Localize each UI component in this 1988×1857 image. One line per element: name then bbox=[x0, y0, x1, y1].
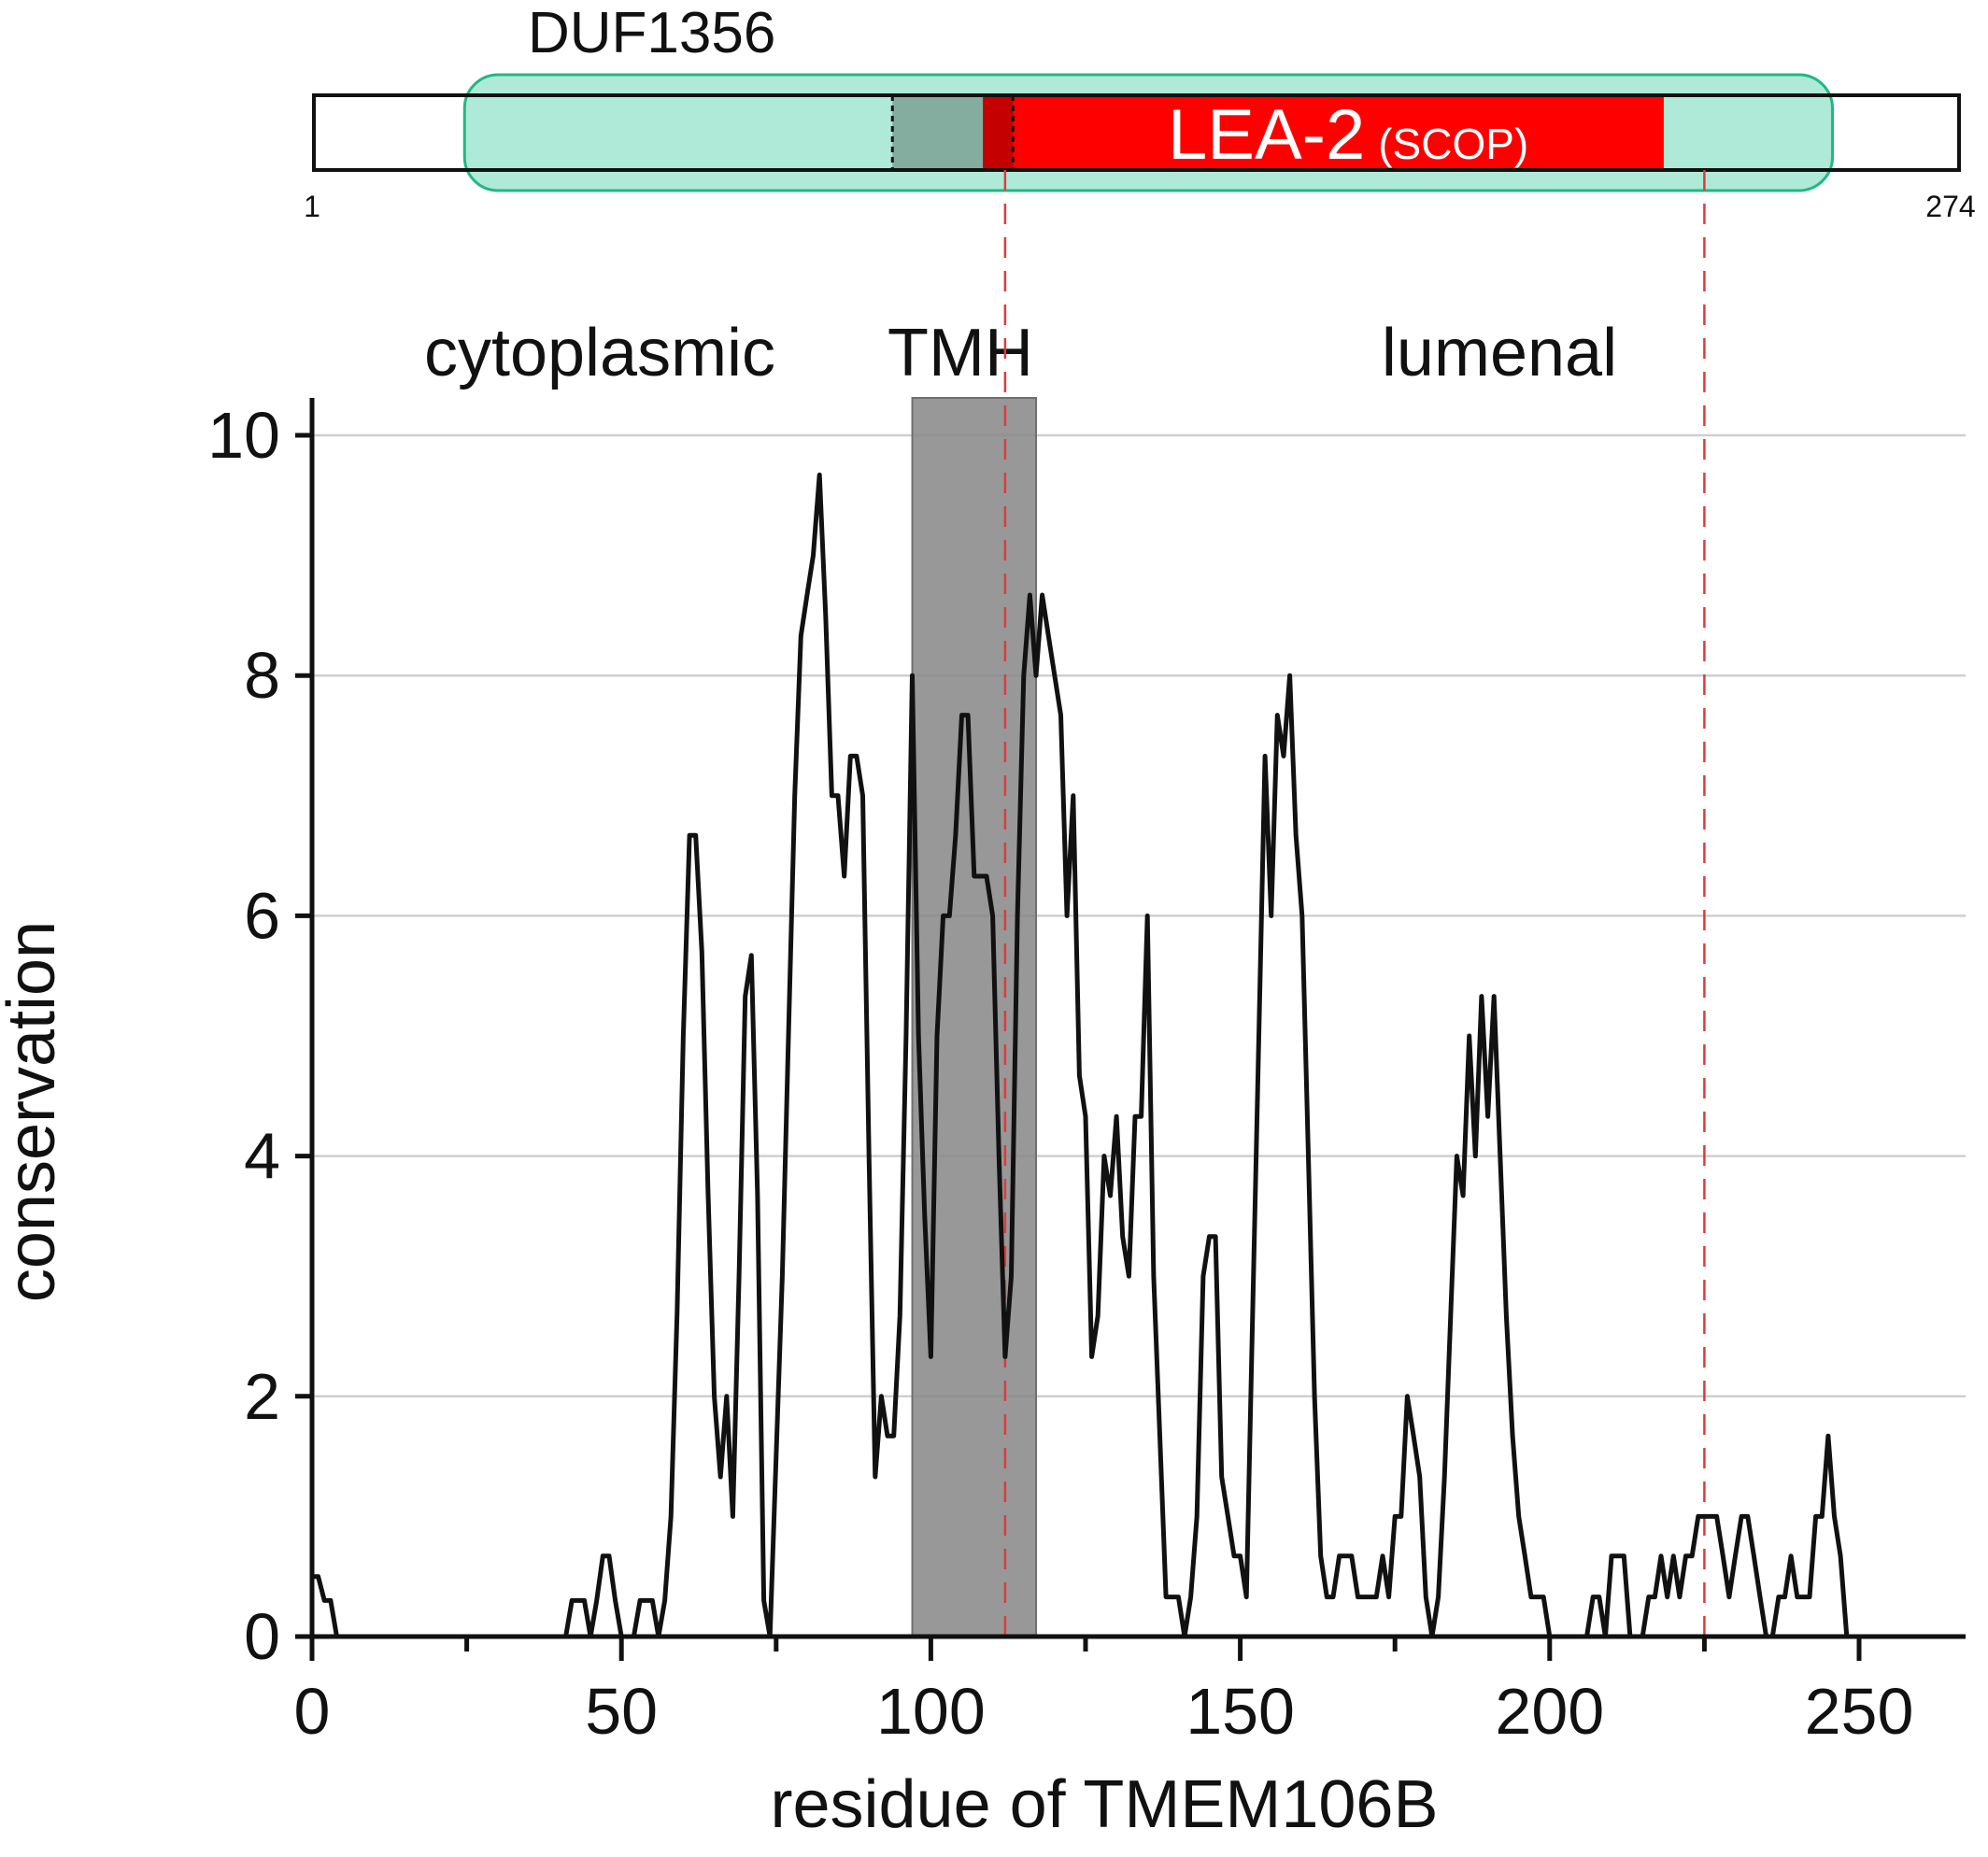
x-tick-label-250: 250 bbox=[1805, 1675, 1914, 1748]
domain-boundary-lines bbox=[1003, 170, 1706, 1637]
x-tick-label-100: 100 bbox=[876, 1675, 986, 1748]
x-tick-label-200: 200 bbox=[1495, 1675, 1604, 1748]
gridlines bbox=[312, 433, 1966, 1398]
x-tick-label-50: 50 bbox=[585, 1675, 658, 1748]
y-tick-label-0: 0 bbox=[244, 1600, 280, 1673]
plot-area: 0 2 4 6 8 10 0 50 100 150 200 250 bbox=[207, 170, 1966, 1748]
lea2-source: (SCOP) bbox=[1378, 120, 1528, 168]
y-ticks: 0 2 4 6 8 10 bbox=[207, 399, 312, 1673]
x-tick-label-150: 150 bbox=[1186, 1675, 1295, 1748]
lea2-tm-overlap bbox=[983, 95, 1014, 170]
conservation-line bbox=[312, 472, 1850, 1639]
y-tick-label-8: 8 bbox=[244, 639, 280, 712]
duf1356-label: DUF1356 bbox=[528, 1, 775, 65]
x-ticks: 0 50 100 150 200 250 bbox=[294, 1637, 1914, 1748]
y-tick-label-10: 10 bbox=[207, 399, 280, 472]
protein-bar-outline bbox=[312, 93, 1961, 172]
cytoplasmic-label: cytoplasmic bbox=[424, 316, 775, 390]
domain-track: DUF1356 LEA-2 (SCOP) 1 274 bbox=[304, 1, 1976, 223]
track-start-label: 1 bbox=[304, 190, 320, 223]
lea2-domain bbox=[983, 95, 1664, 170]
y-tick-label-6: 6 bbox=[244, 879, 280, 952]
lumenal-label: lumenal bbox=[1382, 316, 1617, 390]
x-tick-label-0: 0 bbox=[294, 1675, 331, 1748]
tm-duf-overlap bbox=[892, 95, 984, 170]
lea2-name: LEA-2 bbox=[1168, 95, 1365, 175]
track-end-label: 274 bbox=[1925, 190, 1975, 223]
lea2-label: LEA-2 (SCOP) bbox=[1168, 95, 1528, 175]
y-axis-label: conservation bbox=[0, 921, 69, 1302]
x-axis-label: residue of TMEM106B bbox=[770, 1767, 1438, 1842]
y-tick-label-4: 4 bbox=[244, 1120, 280, 1193]
y-tick-label-2: 2 bbox=[244, 1360, 280, 1433]
tmh-label: TMH bbox=[888, 316, 1033, 390]
